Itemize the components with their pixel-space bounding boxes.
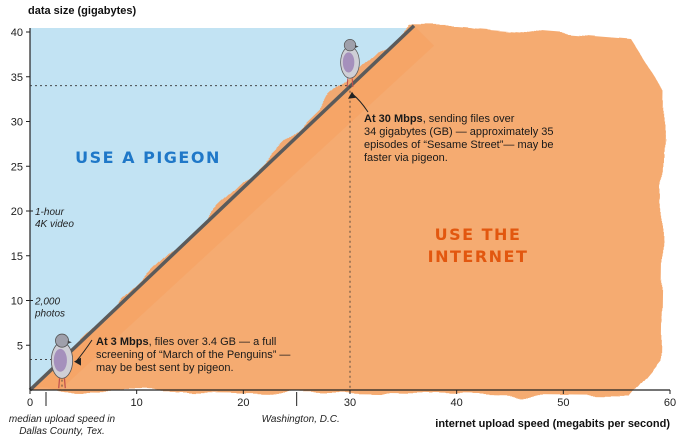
y-tick-label: 20 [11,206,23,218]
internet-region [32,23,664,397]
y-axis-title: data size (gigabytes) [28,5,137,17]
pigeon-beak [355,45,359,49]
y-tick-label: 35 [11,72,23,84]
annotation-line: may be best sent by pigeon. [96,362,234,374]
pigeon-leg [58,378,61,389]
y-tick-label: 25 [11,161,23,173]
annotation-regular-text: , files over 3.4 GB — a full [149,336,277,348]
annotation-line: faster via pigeon. [364,152,448,164]
x-reference-label: Washington, D.C. [262,414,340,425]
annotation-line: screening of “March of the Penguins” — [96,349,290,361]
y-tick-label: 30 [11,117,23,129]
x-tick-label: 10 [131,397,143,409]
x-tick-label: 50 [557,397,569,409]
pigeon-head [343,39,357,52]
pigeon-leg [63,378,66,389]
y-tick-label: 5 [17,340,23,352]
annotation-regular-text: , sending files over [423,113,515,125]
x-tick-label: 40 [451,397,463,409]
y-tick-label: 15 [11,251,23,263]
annotation-line: episodes of “Sesame Street”— may be [364,139,554,151]
annotation-line: At 30 Mbps, sending files over [364,113,515,125]
annotation-regular-text: faster via pigeon. [364,152,448,164]
annotation-line: 34 gigabytes (GB) — approximately 35 [364,126,554,138]
annotation-regular-text: 34 gigabytes (GB) — approximately 35 [364,126,554,138]
annotation-regular-text: may be best sent by pigeon. [96,362,234,374]
pigeon-bottom [50,333,74,389]
pigeon-head [55,333,69,348]
annotation-arrowhead [348,91,356,99]
x-tick-label: 20 [237,397,249,409]
pigeon-leg [351,78,354,87]
annotation-regular-text: episodes of “Sesame Street”— may be [364,139,554,151]
pigeon-neck-sheen [53,348,67,372]
x-tick-label: 0 [27,397,33,409]
x-reference-label: median upload speed in [9,414,116,425]
annotation-bold-text: At 3 Mbps [96,336,149,348]
y-reference-label: photos [34,309,65,320]
region-label-internet: INTERNET [428,247,529,266]
annotation-arrowhead [74,357,81,366]
x-tick-label: 60 [664,397,676,409]
annotation-line: At 3 Mbps, files over 3.4 GB — a full [96,336,276,348]
y-tick-label: 40 [11,27,23,39]
annotation-bold-text: At 30 Mbps [364,113,423,125]
pigeon-neck-sheen [342,52,355,73]
pigeon-beak [67,340,72,344]
internet-region-edge [30,25,434,391]
x-reference-label: Dallas County, Tex. [19,426,105,437]
region-label-pigeon: USE A PIGEON [75,148,221,167]
x-tick-label: 30 [344,397,356,409]
region-label-internet: USE THE [435,225,522,244]
pigeon-leg [346,78,349,87]
y-reference-label: 1-hour [35,207,65,218]
y-reference-label: 2,000 [34,297,60,308]
y-reference-label: 4K video [35,219,74,230]
x-axis-title: internet upload speed (megabits per seco… [435,418,670,430]
pigeon-top [340,39,360,87]
y-tick-label: 10 [11,296,23,308]
annotation-regular-text: screening of “March of the Penguins” — [96,349,290,361]
